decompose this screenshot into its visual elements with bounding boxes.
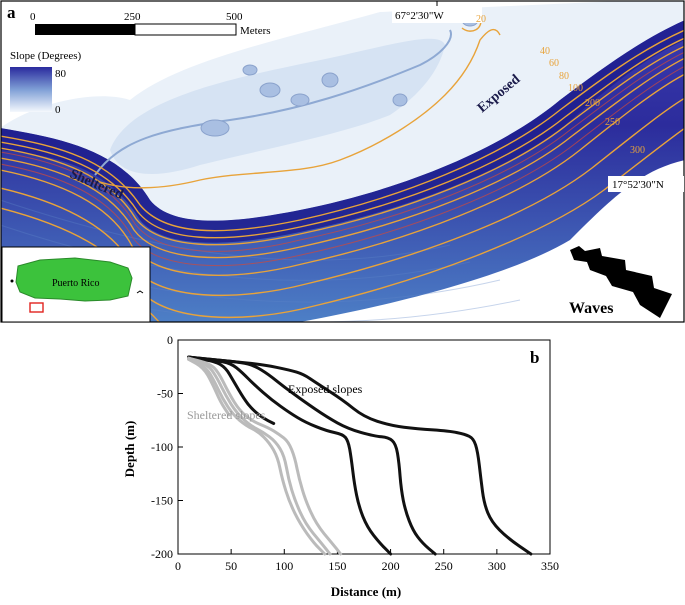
waves-arrow: Waves <box>569 246 672 318</box>
x-tick-label: 150 <box>328 559 346 573</box>
x-axis-label: Distance (m) <box>331 584 401 599</box>
chart-axes: 0 50 100 150 200 250 300 350 0 -50 -100 -150 -200 <box>151 333 559 573</box>
contour-label-300: 300 <box>630 145 645 156</box>
latitude-marker: 17°52'30"N <box>608 176 684 192</box>
x-tick-label: 300 <box>488 559 506 573</box>
longitude-label: 67°2'30"W <box>395 10 444 22</box>
exposed-slope-profile <box>187 355 533 556</box>
x-tick-label: 250 <box>435 559 453 573</box>
chart-series <box>187 355 533 556</box>
waves-arrow-icon <box>570 246 672 318</box>
contour-label-20: 20 <box>476 14 486 25</box>
x-tick-label: 200 <box>382 559 400 573</box>
contour-label-40: 40 <box>540 46 550 57</box>
lagoon-area <box>110 38 445 175</box>
waves-label: Waves <box>569 300 613 317</box>
scale-tick-500: 500 <box>226 11 243 23</box>
exposed-slope-profile <box>187 355 276 425</box>
scale-tick-0: 0 <box>30 11 36 23</box>
puerto-rico-island <box>15 257 133 302</box>
y-tick-label: -200 <box>151 547 173 561</box>
exposed-slopes-annotation: Exposed slopes <box>288 382 363 396</box>
y-axis-label: Depth (m) <box>122 421 137 478</box>
y-tick-label: -100 <box>151 440 173 454</box>
slope-map-panel: a 0 250 500 Meters Slope (Degrees) 80 0 … <box>0 0 685 323</box>
study-area-box <box>29 302 44 313</box>
depth-profile-panel: 0 50 100 150 200 250 300 350 0 -50 -100 -150 -200 b … <box>0 327 685 600</box>
contour-labels: 20 40 60 80 100 200 250 300 <box>476 14 645 156</box>
contour-label-200: 200 <box>585 98 600 109</box>
contour-label-80: 80 <box>559 71 569 82</box>
sheltered-slope-profile <box>187 357 231 417</box>
contour-label-60: 60 <box>549 58 559 69</box>
puerto-rico-inset: Puerto Rico <box>1 246 151 323</box>
panel-a-label: a <box>7 3 16 22</box>
sheltered-slope-profile <box>187 356 343 556</box>
y-tick-label: -150 <box>151 494 173 508</box>
x-tick-label: 350 <box>541 559 559 573</box>
exposed-slope-profile <box>187 355 393 556</box>
x-tick-label: 0 <box>175 559 181 573</box>
latitude-label: 17°52'30"N <box>612 179 664 191</box>
slope-colorbar <box>10 67 52 112</box>
steep-contours <box>1 51 684 267</box>
panel-b-label: b <box>530 348 539 367</box>
contour-label-100: 100 <box>568 83 583 94</box>
map-frame <box>0 0 685 323</box>
slope-legend-min: 0 <box>55 104 61 116</box>
slope-legend-max: 80 <box>55 68 67 80</box>
inset-label: Puerto Rico <box>52 278 100 289</box>
scale-unit: Meters <box>240 25 271 37</box>
steep-ridge-band <box>1 20 684 243</box>
contour-label-250: 250 <box>605 117 620 128</box>
scale-bar: 0 250 500 Meters <box>30 11 271 37</box>
sheltered-slope-profile <box>187 356 332 556</box>
slope-map: a 0 250 500 Meters Slope (Degrees) 80 0 … <box>0 0 685 323</box>
y-tick-label: 0 <box>167 333 173 347</box>
slope-legend: Slope (Degrees) 80 0 <box>10 50 82 116</box>
y-tick-label: -50 <box>157 387 173 401</box>
scale-tick-250: 250 <box>124 11 141 23</box>
x-tick-label: 100 <box>275 559 293 573</box>
x-tick-label: 50 <box>225 559 237 573</box>
longitude-marker: 67°2'30"W <box>392 1 482 23</box>
exposed-slope-profile <box>187 355 437 556</box>
sheltered-slope-profile <box>187 357 327 556</box>
reef-crest-line <box>94 29 452 176</box>
slope-legend-title: Slope (Degrees) <box>10 50 82 62</box>
sheltered-slopes-annotation: Sheltered slopes <box>187 408 266 422</box>
